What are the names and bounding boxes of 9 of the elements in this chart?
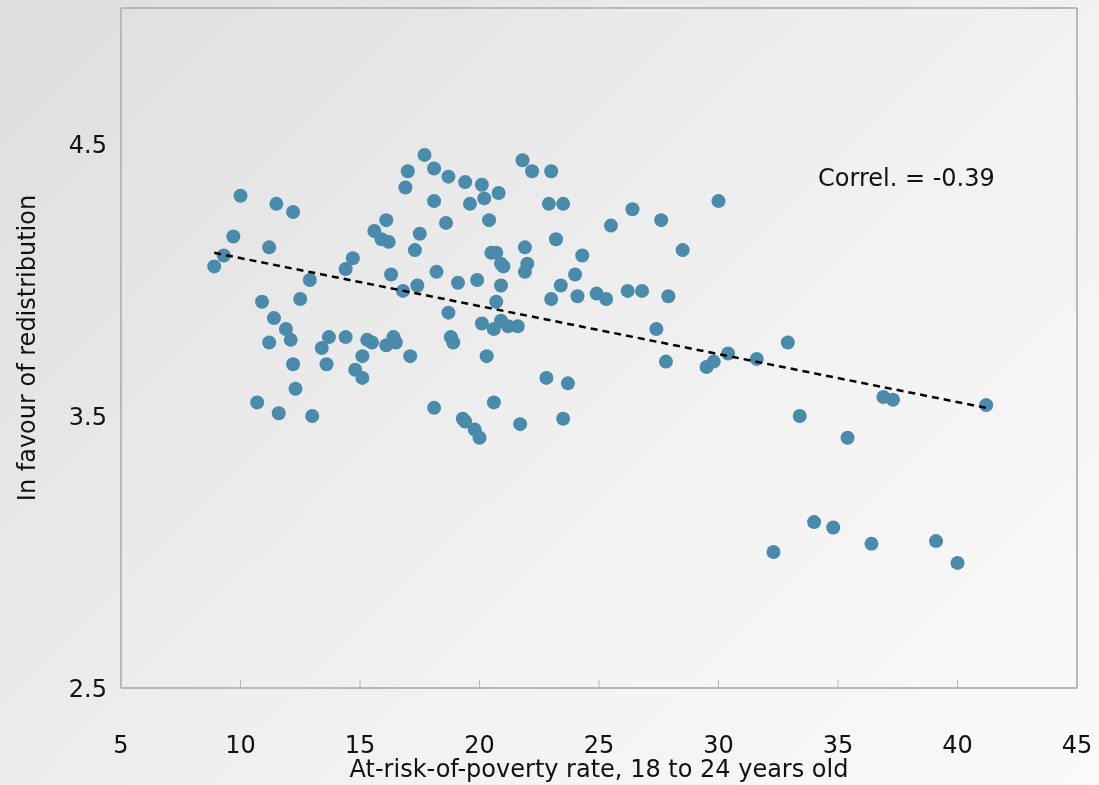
y-tick-label: 3.5 [68, 402, 107, 431]
x-tick-label: 10 [225, 731, 256, 760]
y-axis-title: In favour of redistribution [12, 194, 41, 502]
annotation: Correl. = -0.39 [818, 164, 995, 192]
x-tick-label: 45 [1061, 731, 1093, 760]
y-tick-label: 4.5 [68, 130, 107, 159]
x-tick-label: 5 [113, 731, 129, 760]
x-tick-label: 40 [942, 731, 973, 760]
y-tick-label: 2.5 [68, 674, 107, 703]
